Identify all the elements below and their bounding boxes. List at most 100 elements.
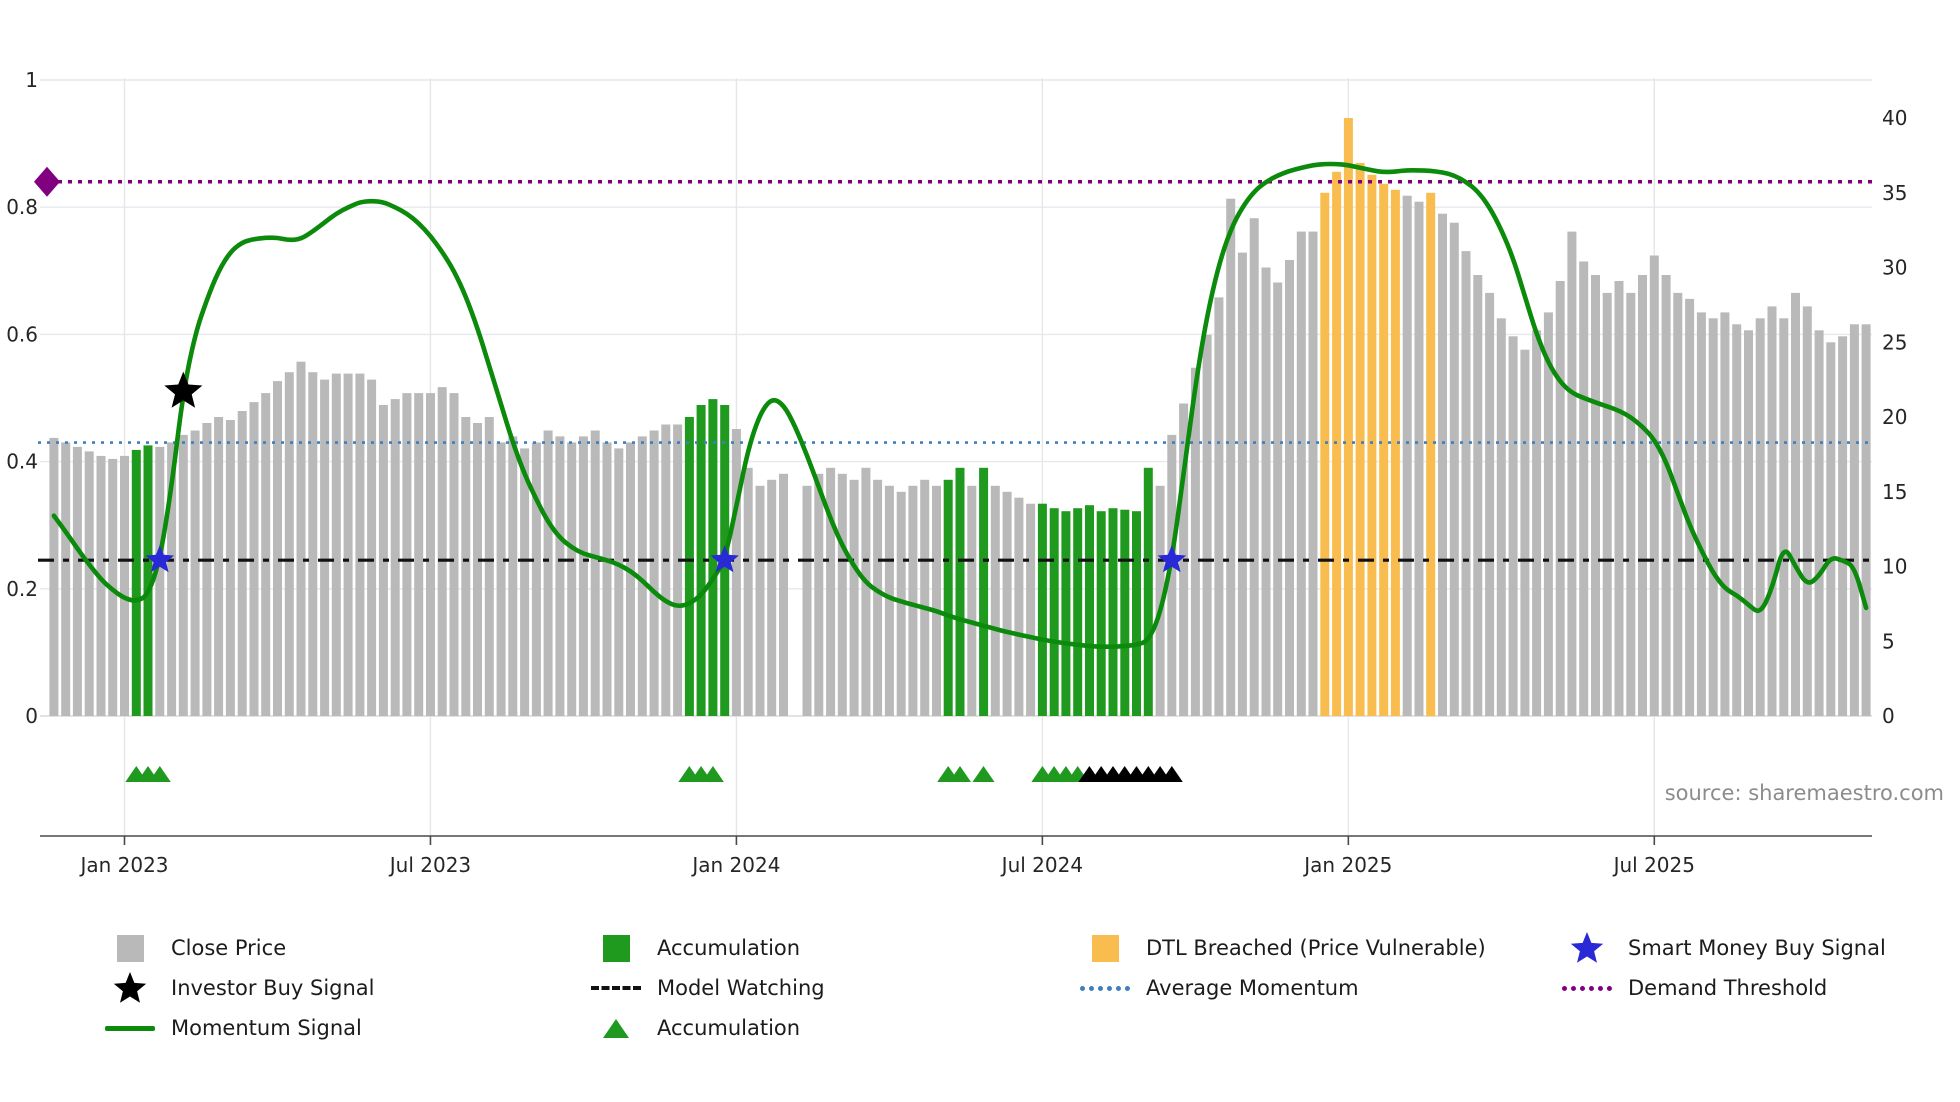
accumulation-bar <box>979 467 989 716</box>
accumulation-bar <box>1037 503 1047 716</box>
close-price-bar <box>1202 334 1212 716</box>
close-price-bar <box>1496 318 1506 716</box>
legend-momentum-signal-label: Momentum Signal <box>171 1016 362 1040</box>
close-price-bar <box>673 424 683 716</box>
close-price-bar <box>284 372 294 716</box>
close-price-bar <box>1626 292 1636 716</box>
legend-column-2: Accumulation Model Watching Accumulation <box>591 928 1080 1048</box>
legend-model-watching-dashed-line-icon <box>591 986 641 990</box>
legend-demand-threshold-label: Demand Threshold <box>1628 976 1828 1000</box>
close-price-bar <box>731 429 741 716</box>
close-price-bar <box>1014 497 1024 716</box>
close-price-bar <box>402 393 412 716</box>
accumulation-bar <box>955 467 965 716</box>
close-price-bar <box>826 467 836 716</box>
right-axis-tick-label: 15 <box>1882 480 1907 504</box>
close-price-bar <box>932 485 941 716</box>
x-axis-tick-label: Jan 2025 <box>1302 853 1392 877</box>
close-price-bar <box>1779 318 1789 716</box>
close-price-bar <box>1755 318 1765 716</box>
close-price-bar <box>755 485 765 716</box>
close-price-bar <box>1261 267 1271 716</box>
left-axis-tick-label: 0.6 <box>6 322 38 346</box>
close-price-bar <box>743 467 753 716</box>
close-price-bar <box>520 448 530 716</box>
close-price-bar <box>1002 491 1012 717</box>
close-price-bar <box>473 423 482 716</box>
close-price-bar <box>896 491 906 717</box>
legend-smart-money-buy-signal-star-icon <box>1570 932 1604 963</box>
accumulation-bar <box>1085 505 1094 716</box>
close-price-bar <box>1308 231 1318 716</box>
close-price-bar <box>414 393 424 716</box>
close-price-bar <box>884 485 894 716</box>
legend-close-price-square-icon <box>116 934 144 962</box>
legend-demand-threshold-dotted-line-icon <box>1562 985 1612 991</box>
close-price-bar <box>1579 261 1589 716</box>
close-price-bar <box>543 430 553 716</box>
legend-momentum-signal: Momentum Signal <box>105 1008 591 1048</box>
close-price-bar <box>1237 252 1247 716</box>
dtl-breached-bar <box>1390 189 1400 717</box>
close-price-bar <box>1638 275 1647 716</box>
black-triangle-icon <box>1160 766 1183 782</box>
left-axis-tick-label: 1 <box>25 68 38 92</box>
accumulation-triangle-icon <box>701 766 724 782</box>
dtl-breached-bar <box>1343 118 1353 716</box>
close-price-bar <box>1155 485 1165 716</box>
close-price-bar <box>990 485 1000 716</box>
close-price-bar <box>661 424 671 716</box>
close-price-bar <box>1591 275 1600 716</box>
legend-smart-money-buy-signal-label: Smart Money Buy Signal <box>1628 936 1886 960</box>
close-price-bar <box>273 381 282 716</box>
close-price-bar <box>167 442 177 716</box>
legend-model-watching: Model Watching <box>591 968 1080 1008</box>
legend-average-momentum: Average Momentum <box>1080 968 1562 1008</box>
legend-column-4: Smart Money Buy Signal Demand Threshold <box>1562 928 1960 1048</box>
legend-dtl-breached-label: DTL Breached (Price Vulnerable) <box>1146 936 1486 960</box>
accumulation-bar <box>1073 508 1083 716</box>
close-price-bar <box>1767 306 1777 716</box>
dtl-breached-bar <box>1426 192 1436 717</box>
close-price-bar <box>190 430 200 716</box>
accumulation-bar <box>143 445 153 716</box>
close-price-bar <box>96 455 106 716</box>
close-price-bar <box>1661 275 1671 716</box>
right-axis-tick-label: 25 <box>1882 330 1907 354</box>
close-price-bar <box>908 485 918 716</box>
close-price-bar <box>1402 195 1412 716</box>
smart-money-buy-signal-star-icon <box>145 545 175 573</box>
close-price-bar <box>484 417 494 716</box>
close-price-bar <box>355 373 365 716</box>
close-price-bar <box>1649 255 1659 716</box>
close-price-bar <box>202 423 212 716</box>
left-axis-tick-label: 0.2 <box>6 577 38 601</box>
close-price-bar <box>1791 292 1800 716</box>
close-price-bar <box>390 399 400 716</box>
close-price-bar <box>1461 251 1471 716</box>
accumulation-bar <box>696 405 706 716</box>
close-price-bar <box>296 361 306 716</box>
dtl-breached-bar <box>1332 171 1342 717</box>
close-price-bar <box>1685 298 1695 716</box>
close-price-bar <box>261 393 271 716</box>
close-price-bar <box>437 387 447 716</box>
close-price-bar <box>1744 330 1753 716</box>
source-note: source: sharemaestro.com <box>1664 781 1944 805</box>
close-price-bar <box>367 379 377 716</box>
legend-close-price-label: Close Price <box>171 936 287 960</box>
close-price-bar <box>225 420 235 716</box>
close-price-bar <box>1720 312 1730 716</box>
close-price-bar <box>1285 260 1294 716</box>
close-price-bar <box>249 402 259 716</box>
dtl-breached-bar <box>1367 174 1377 717</box>
accumulation-bar <box>943 479 953 716</box>
demand-threshold-marker-icon <box>34 166 60 197</box>
chart-area: 0 0.2 0.4 0.6 0.8 1 0 5 10 15 20 25 30 35 40 Jan 2023 Ju… <box>6 68 1944 877</box>
close-price-bar <box>331 373 341 716</box>
close-price-bar <box>531 442 541 716</box>
close-price-bar <box>1190 367 1200 716</box>
close-price-bar <box>1543 312 1553 716</box>
close-price-bar <box>861 467 871 716</box>
close-price-bar <box>649 430 659 716</box>
